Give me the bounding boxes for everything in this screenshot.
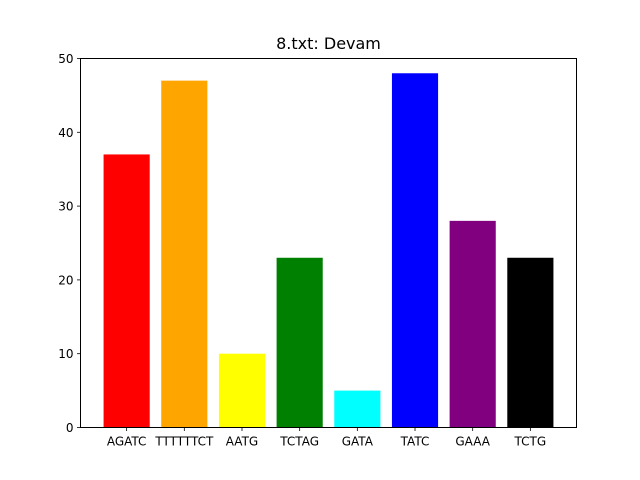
bars-group [103, 73, 554, 428]
plot-frame [80, 58, 577, 428]
x-tick-label: TCTG [514, 435, 547, 449]
x-tick-label: GATA [342, 435, 374, 449]
bar-gaaa [449, 220, 496, 428]
y-axis-ticks: 0 10 20 30 40 50 [58, 52, 81, 435]
y-tick-label: 10 [58, 347, 73, 361]
bar-agatc [103, 154, 150, 428]
bar-aatg [218, 353, 266, 428]
x-tick-label: GAAA [455, 435, 490, 449]
chart-title: 8.txt: Devam [276, 34, 381, 53]
x-tick-label: AGATC [107, 435, 147, 449]
bar-tctag [276, 257, 323, 428]
x-tick-label: TTTTTTCT [154, 435, 214, 449]
x-axis-ticks: AGATC TTTTTTCT AATG TCTAG GATA TATC GAAA TCTG [107, 427, 547, 449]
y-tick-label: 40 [58, 126, 73, 140]
y-tick-label: 30 [58, 200, 73, 214]
y-tick-label: 20 [58, 273, 73, 287]
bar-ttttttct [161, 80, 208, 428]
bar-tatc [391, 73, 439, 428]
x-tick-label: TCTAG [279, 435, 319, 449]
x-tick-label: AATG [226, 435, 258, 449]
y-tick-label: 50 [58, 52, 73, 66]
bar-gata [334, 390, 381, 428]
y-tick-label: 0 [66, 421, 74, 435]
x-tick-label: TATC [400, 435, 430, 449]
bar-tctg [507, 257, 554, 428]
